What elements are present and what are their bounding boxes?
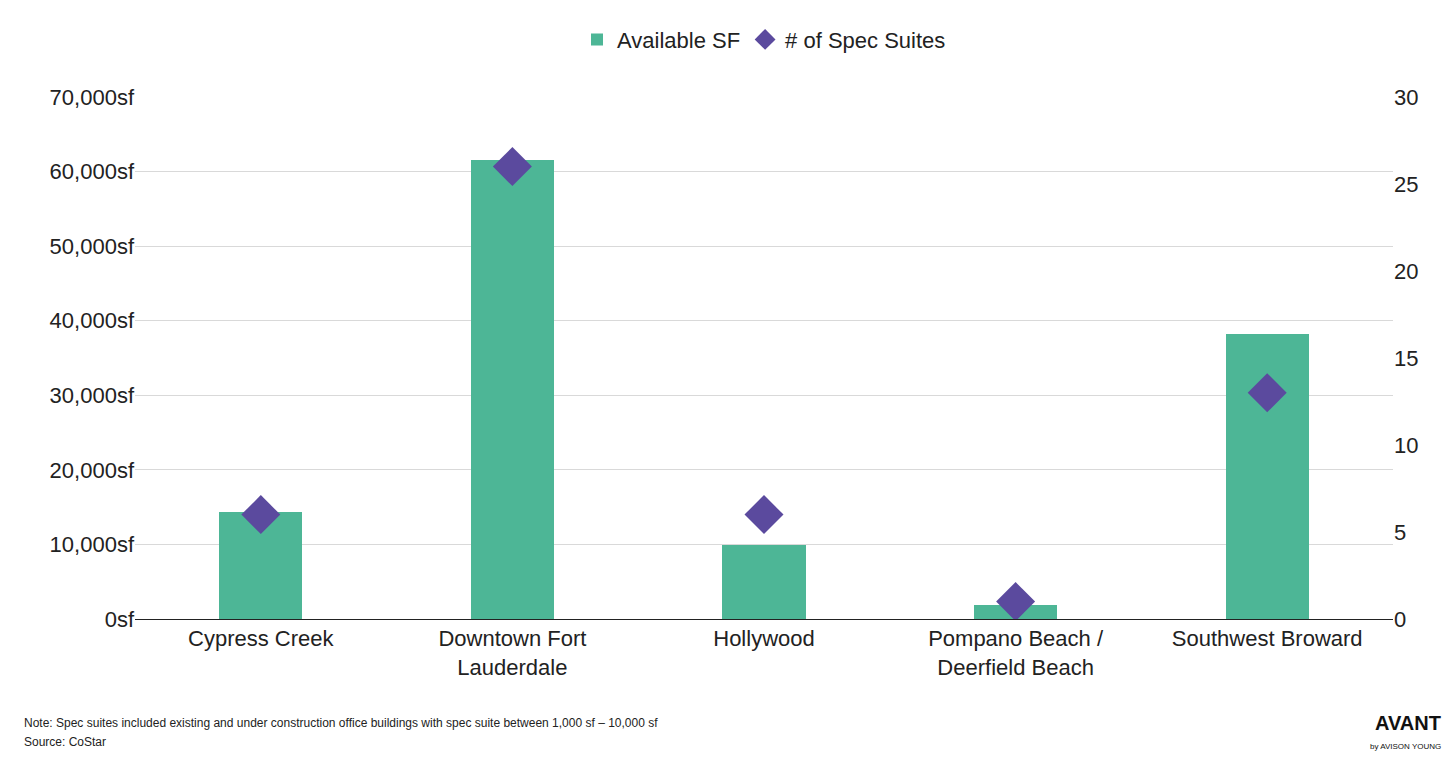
svg-text:5: 5 [1394,520,1406,545]
svg-text:# of Spec Suites: # of Spec Suites [785,28,945,53]
svg-text:0sf: 0sf [105,607,135,632]
svg-text:Available SF: Available SF [617,28,740,53]
svg-text:10,000sf: 10,000sf [50,532,135,557]
svg-text:Southwest Broward: Southwest Broward [1172,626,1363,651]
svg-text:70,000sf: 70,000sf [50,85,135,110]
svg-text:20: 20 [1394,259,1418,284]
svg-text:60,000sf: 60,000sf [50,159,135,184]
svg-text:10: 10 [1394,433,1418,458]
svg-text:Note: Spec suites included exi: Note: Spec suites included existing and … [24,716,658,730]
svg-text:Pompano Beach /Deerfield Beach: Pompano Beach /Deerfield Beach [928,626,1104,680]
svg-text:15: 15 [1394,346,1418,371]
svg-text:30,000sf: 30,000sf [50,383,135,408]
svg-text:30: 30 [1394,85,1418,110]
svg-text:0: 0 [1394,607,1406,632]
svg-text:Downtown FortLauderdale: Downtown FortLauderdale [438,626,586,680]
svg-text:40,000sf: 40,000sf [50,308,135,333]
svg-text:AVANT: AVANT [1375,712,1441,734]
svg-text:Cypress Creek: Cypress Creek [188,626,334,651]
svg-text:Source: CoStar: Source: CoStar [24,735,106,749]
svg-text:20,000sf: 20,000sf [50,458,135,483]
svg-text:Hollywood: Hollywood [713,626,815,651]
svg-text:by AVISON YOUNG: by AVISON YOUNG [1370,742,1441,751]
svg-text:25: 25 [1394,172,1418,197]
svg-text:50,000sf: 50,000sf [50,234,135,259]
